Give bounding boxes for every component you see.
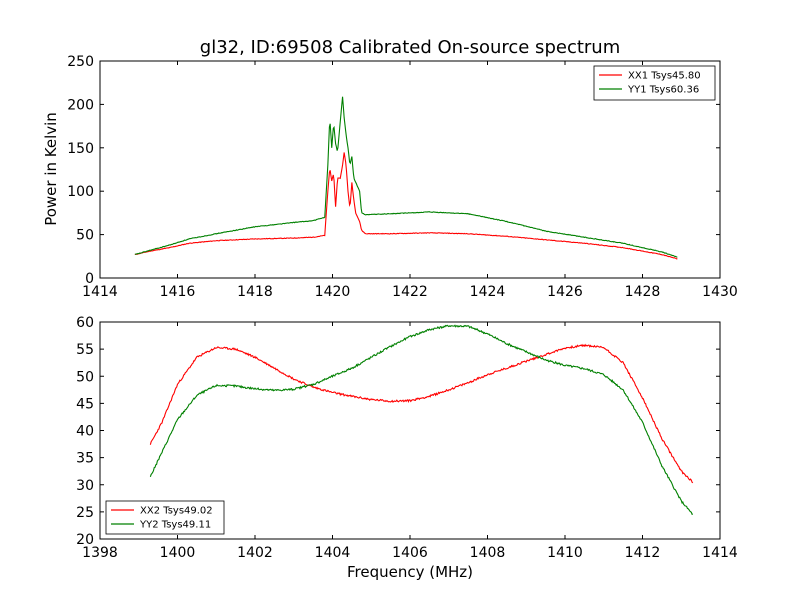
y-tick-label: 100	[67, 184, 94, 200]
legend-label: YY1 Tsys60.36	[627, 85, 699, 96]
x-tick-label: 1414	[82, 284, 118, 300]
x-tick-label: 1410	[547, 545, 583, 561]
figure-title: gl32, ID:69508 Calibrated On-source spec…	[200, 37, 620, 58]
x-tick-label: 1412	[625, 545, 661, 561]
y-tick-label: 45	[76, 396, 94, 412]
series-line-1-2	[134, 96, 678, 258]
x-tick-label: 1414	[702, 545, 738, 561]
y-tick-label: 150	[67, 141, 94, 157]
legend-label: YY2 Tsys49.11	[139, 520, 211, 531]
legend-box	[593, 65, 716, 101]
legend-box	[105, 500, 225, 535]
y-tick-label: 30	[76, 478, 94, 494]
y-tick-label: 50	[76, 228, 94, 244]
x-tick-label: 1430	[702, 284, 738, 300]
x-tick-label: 1420	[315, 284, 351, 300]
x-tick-label: 1422	[392, 284, 428, 300]
x-tick-label: 1398	[82, 545, 118, 561]
y-tick-label: 200	[67, 97, 94, 113]
x-tick-label: 1400	[160, 545, 196, 561]
x-tick-label: 1426	[547, 284, 583, 300]
legend-label: XX1 Tsys45.80	[628, 71, 701, 82]
x-tick-label: 1408	[470, 545, 506, 561]
y-axis-label: Power in Kelvin	[42, 112, 60, 226]
x-tick-label: 1424	[470, 284, 506, 300]
x-tick-label: 1418	[237, 284, 273, 300]
legend-label: XX2 Tsys49.02	[140, 506, 213, 517]
x-tick-label: 1416	[160, 284, 196, 300]
top-spectrum-panel: 1414 1416 1418 1420 1422 1424 1426 1428 1430 0 50 1…	[67, 54, 738, 300]
x-tick-label: 1402	[237, 545, 273, 561]
y-tick-label: 250	[67, 54, 94, 70]
y-tick-label: 0	[85, 271, 94, 287]
y-tick-label: 35	[76, 451, 94, 467]
y-tick-label: 60	[76, 315, 94, 331]
x-tick-label: 1428	[625, 284, 661, 300]
y-tick-label: 50	[76, 369, 94, 385]
series-line-2-1	[149, 343, 694, 484]
y-tick-label: 40	[76, 424, 94, 440]
bottom-spectrum-panel: 1398 1400 1402 1404 1406 1408 1410 1412 1414 20 25…	[76, 315, 738, 561]
y-tick-label: 20	[76, 532, 94, 548]
y-tick-label: 25	[76, 505, 94, 521]
x-tick-label: 1404	[315, 545, 351, 561]
x-axis-label: Frequency (MHz)	[347, 563, 473, 581]
x-tick-label: 1406	[392, 545, 428, 561]
y-tick-label: 55	[76, 342, 94, 358]
series-line-1-1	[134, 152, 678, 260]
series-line-2-2	[149, 324, 694, 516]
